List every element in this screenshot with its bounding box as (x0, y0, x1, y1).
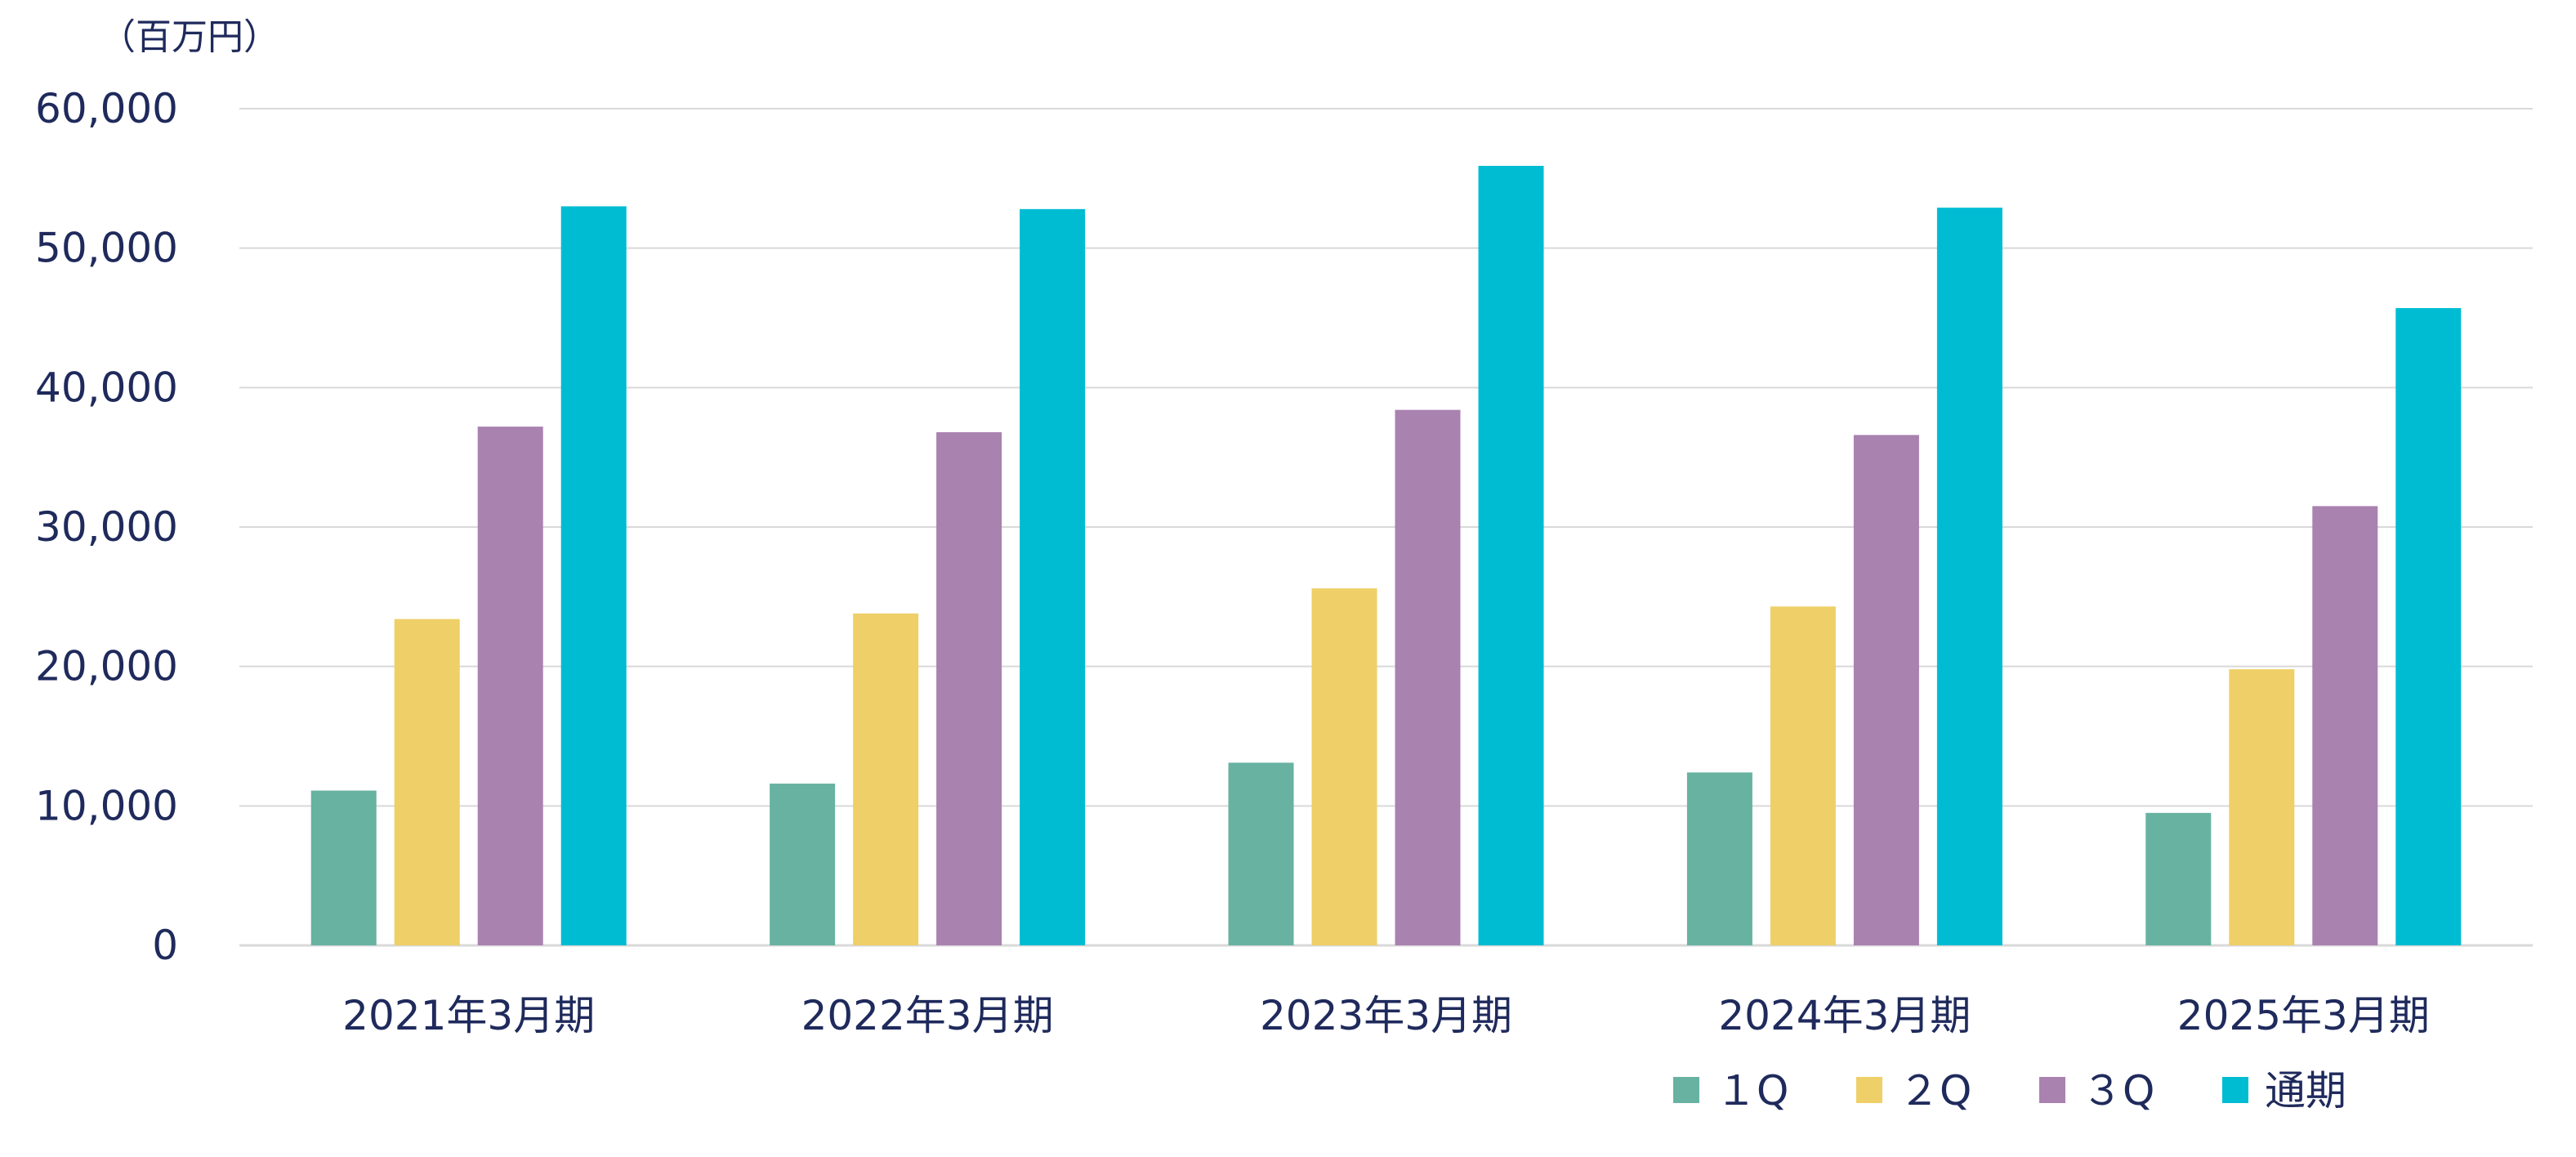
bar-通期-5 (2395, 308, 2462, 945)
legend-label-2Q: ２Q (1899, 1067, 1971, 1115)
legend-swatch-2Q (1856, 1077, 1882, 1103)
bar-2Q-1 (394, 619, 460, 945)
y-tick-label: 30,000 (35, 503, 178, 551)
bar-3Q-2 (936, 431, 1002, 945)
legend-swatch-3Q (2039, 1077, 2065, 1103)
y-tick-label: 60,000 (35, 85, 178, 132)
y-tick-label: 50,000 (35, 225, 178, 272)
bar-2Q-2 (853, 613, 919, 945)
bar-1Q-3 (1228, 762, 1294, 945)
y-tick-label: 10,000 (35, 782, 178, 829)
legend-label-3Q: ３Q (2082, 1067, 2154, 1115)
bar-通期-2 (1020, 208, 1086, 945)
legend: １Q ２Q ３Q 通期 (1673, 1067, 2346, 1115)
bar-3Q-3 (1395, 409, 1461, 945)
legend-label-1Q: １Q (1716, 1067, 1788, 1115)
bar-1Q-4 (1686, 772, 1752, 945)
x-category-label: 2024年3月期 (1718, 992, 1971, 1039)
x-category-label: 2023年3月期 (1260, 992, 1512, 1039)
legend-swatch-通期 (2222, 1077, 2248, 1103)
bars (310, 165, 2462, 945)
bar-1Q-1 (310, 790, 377, 945)
bar-2Q-5 (2229, 669, 2295, 945)
y-tick-label: 40,000 (35, 364, 178, 411)
bar-1Q-5 (2145, 812, 2212, 945)
y-axis-tick-labels: 0 10,000 20,000 30,000 40,000 50,000 60,000 (35, 85, 178, 969)
y-tick-label: 0 (152, 922, 178, 969)
bar-通期-1 (560, 206, 627, 945)
x-category-label: 2022年3月期 (801, 992, 1054, 1039)
y-tick-label: 20,000 (35, 643, 178, 690)
x-axis-category-labels: 2021年3月期 2022年3月期 2023年3月期 2024年3月期 2025年3月期 (342, 992, 2430, 1039)
bar-3Q-5 (2312, 506, 2378, 945)
legend-label-通期: 通期 (2265, 1067, 2346, 1115)
x-category-label: 2025年3月期 (2177, 992, 2430, 1039)
y-axis-unit-label: （百万円） (100, 16, 279, 58)
bar-1Q-2 (770, 784, 836, 945)
legend-swatch-1Q (1673, 1077, 1699, 1103)
x-category-label: 2021年3月期 (342, 992, 595, 1039)
bar-3Q-4 (1853, 435, 1919, 945)
bar-2Q-3 (1311, 588, 1377, 945)
bar-2Q-4 (1770, 606, 1836, 945)
bar-通期-3 (1478, 165, 1544, 945)
bar-3Q-1 (477, 427, 543, 945)
bar-通期-4 (1936, 208, 2002, 945)
